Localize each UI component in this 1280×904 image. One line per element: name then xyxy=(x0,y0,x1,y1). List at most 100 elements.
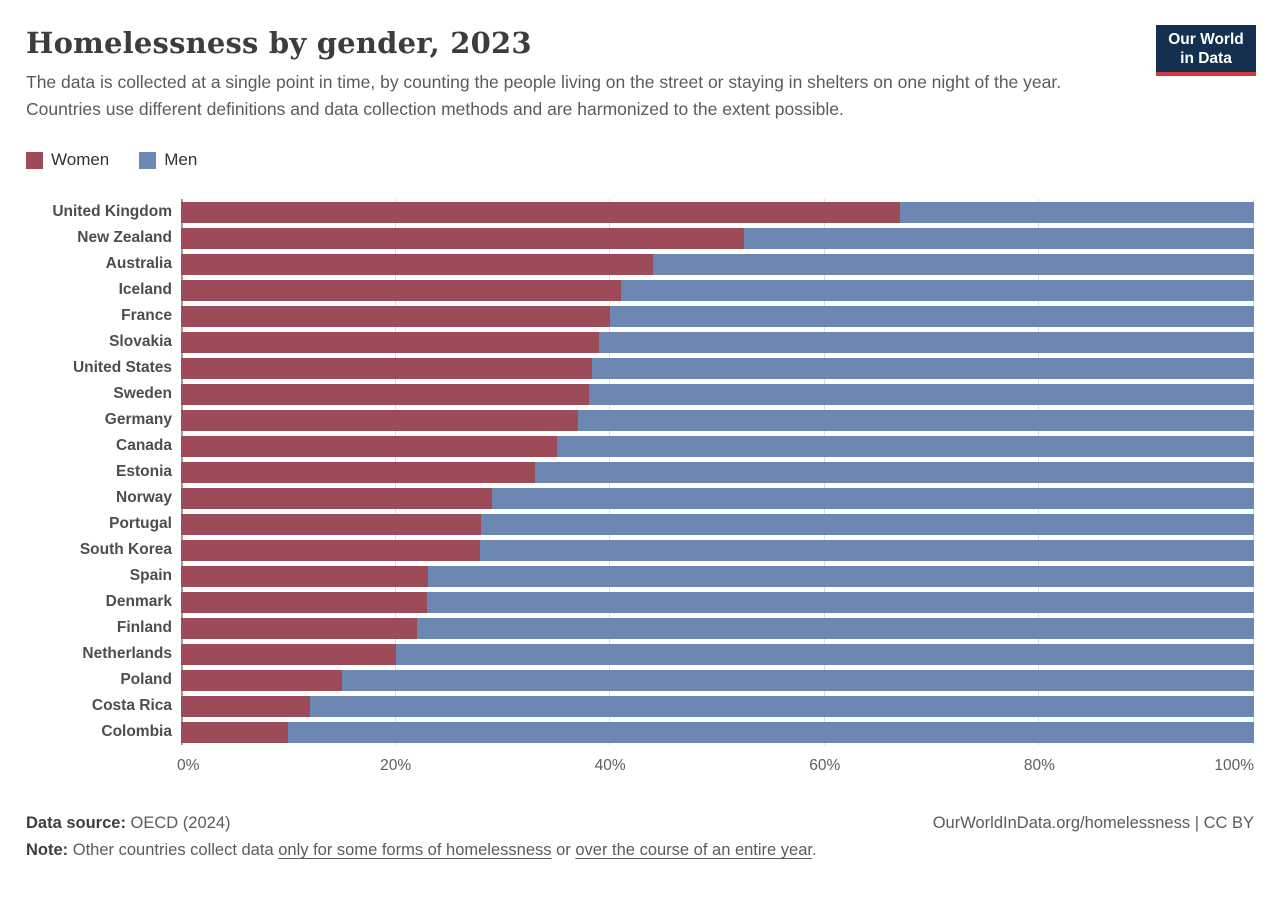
women-bar-segment[interactable] xyxy=(181,617,418,639)
x-tick-label: 0% xyxy=(177,757,200,774)
stacked-bar xyxy=(181,253,1254,275)
women-bar-segment[interactable] xyxy=(181,435,557,457)
men-bar-segment[interactable] xyxy=(620,279,1254,301)
women-bar-segment[interactable] xyxy=(181,409,578,431)
legend-item-women[interactable]: Women xyxy=(26,150,109,170)
men-bar-segment[interactable] xyxy=(578,409,1254,431)
country-label: Colombia xyxy=(101,723,172,740)
women-bar-segment[interactable] xyxy=(181,331,600,353)
legend-swatch-men xyxy=(139,151,157,169)
country-label: Netherlands xyxy=(82,645,172,662)
country-label: Norway xyxy=(116,489,172,506)
bar-row: Norway xyxy=(26,485,1254,511)
data-source-value: OECD (2024) xyxy=(130,814,231,832)
men-bar-segment[interactable] xyxy=(288,721,1254,743)
country-label: Poland xyxy=(120,671,172,688)
note-link-year[interactable]: over the course of an entire year xyxy=(575,841,812,859)
bar-row: Costa Rica xyxy=(26,693,1254,719)
country-label: Australia xyxy=(105,255,172,272)
bar-row: France xyxy=(26,303,1254,329)
women-bar-segment[interactable] xyxy=(181,383,589,405)
country-label: South Korea xyxy=(79,541,172,558)
data-source-line: Data source: OECD (2024) xyxy=(26,810,231,837)
women-bar-segment[interactable] xyxy=(181,513,482,535)
stacked-bar xyxy=(181,435,1254,457)
men-bar-segment[interactable] xyxy=(744,227,1254,249)
women-bar-segment[interactable] xyxy=(181,487,493,509)
men-bar-segment[interactable] xyxy=(481,513,1254,535)
women-bar-segment[interactable] xyxy=(181,565,428,587)
country-label: Costa Rica xyxy=(91,697,172,714)
country-label: New Zealand xyxy=(77,229,172,246)
men-bar-segment[interactable] xyxy=(535,461,1254,483)
women-bar-segment[interactable] xyxy=(181,695,310,717)
bar-row: Estonia xyxy=(26,459,1254,485)
stacked-bar xyxy=(181,695,1254,717)
men-bar-segment[interactable] xyxy=(899,201,1254,223)
stacked-bar xyxy=(181,513,1254,535)
women-bar-segment[interactable] xyxy=(181,669,342,691)
stacked-bar xyxy=(181,305,1254,327)
bar-row: Canada xyxy=(26,433,1254,459)
country-label: Denmark xyxy=(105,593,172,610)
women-bar-segment[interactable] xyxy=(181,643,396,665)
women-bar-segment[interactable] xyxy=(181,305,611,327)
stacked-bar xyxy=(181,487,1254,509)
legend-item-men[interactable]: Men xyxy=(139,150,197,170)
bar-row: New Zealand xyxy=(26,225,1254,251)
men-bar-segment[interactable] xyxy=(480,539,1254,561)
country-label: Finland xyxy=(116,619,172,636)
country-label: Slovakia xyxy=(109,333,172,350)
men-bar-segment[interactable] xyxy=(309,695,1254,717)
men-bar-segment[interactable] xyxy=(492,487,1254,509)
stacked-bar xyxy=(181,539,1254,561)
men-bar-segment[interactable] xyxy=(426,591,1254,613)
women-bar-segment[interactable] xyxy=(181,539,481,561)
men-bar-segment[interactable] xyxy=(591,357,1254,379)
men-bar-segment[interactable] xyxy=(341,669,1254,691)
men-bar-segment[interactable] xyxy=(556,435,1254,457)
stacked-bar xyxy=(181,591,1254,613)
legend-label: Women xyxy=(51,150,110,169)
bar-row: United Kingdom xyxy=(26,199,1254,225)
women-bar-segment[interactable] xyxy=(181,253,654,275)
women-bar-segment[interactable] xyxy=(181,201,900,223)
women-bar-segment[interactable] xyxy=(181,721,289,743)
bar-row: Portugal xyxy=(26,511,1254,537)
note-line: Note: Other countries collect data only … xyxy=(26,837,1254,864)
stacked-bar xyxy=(181,721,1254,743)
x-tick-label: 40% xyxy=(594,757,626,774)
women-bar-segment[interactable] xyxy=(181,357,592,379)
page-subtitle: The data is collected at a single point … xyxy=(26,72,1062,119)
plot-rows: United Kingdom New Zealand Australia Icelan… xyxy=(26,199,1254,745)
men-bar-segment[interactable] xyxy=(588,383,1254,405)
note-link-forms[interactable]: only for some forms of homelessness xyxy=(278,841,552,859)
owid-logo[interactable]: Our World in Data xyxy=(1156,25,1256,76)
men-bar-segment[interactable] xyxy=(395,643,1254,665)
men-bar-segment[interactable] xyxy=(427,565,1254,587)
men-bar-segment[interactable] xyxy=(610,305,1254,327)
footer: Data source: OECD (2024) OurWorldInData.… xyxy=(26,810,1254,864)
attribution-link[interactable]: OurWorldInData.org/homelessness | CC BY xyxy=(932,814,1254,832)
bar-row: Poland xyxy=(26,667,1254,693)
stacked-bar xyxy=(181,357,1254,379)
women-bar-segment[interactable] xyxy=(181,461,536,483)
bar-row: Iceland xyxy=(26,277,1254,303)
note-label: Note: xyxy=(26,841,69,859)
men-bar-segment[interactable] xyxy=(417,617,1254,639)
stacked-bar xyxy=(181,643,1254,665)
women-bar-segment[interactable] xyxy=(181,227,745,249)
country-label: Estonia xyxy=(116,463,172,480)
women-bar-segment[interactable] xyxy=(181,279,621,301)
stacked-bar xyxy=(181,201,1254,223)
bar-row: Germany xyxy=(26,407,1254,433)
x-tick-label: 100% xyxy=(1214,757,1254,774)
men-bar-segment[interactable] xyxy=(653,253,1254,275)
men-bar-segment[interactable] xyxy=(599,331,1254,353)
country-label: Sweden xyxy=(113,385,172,402)
x-axis: 0% 20% 40% 60% 80% 100% xyxy=(177,745,1254,779)
women-bar-segment[interactable] xyxy=(181,591,427,613)
bar-row: Sweden xyxy=(26,381,1254,407)
x-tick-label: 20% xyxy=(380,757,412,774)
bar-row: United States xyxy=(26,355,1254,381)
